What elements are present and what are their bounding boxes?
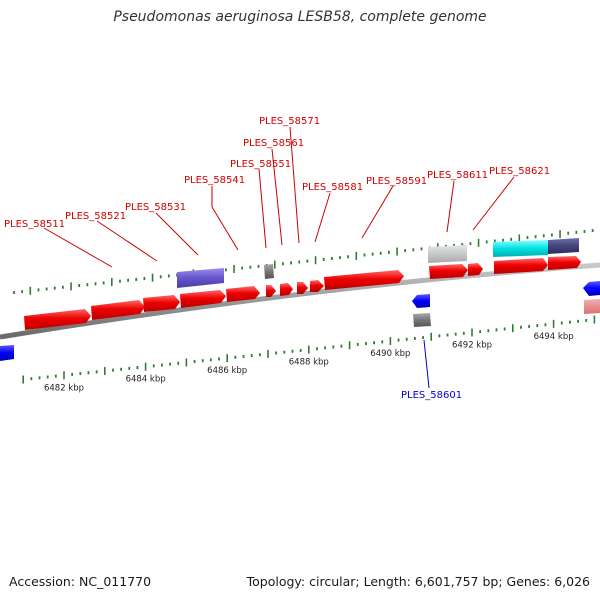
gray-feature-reverse xyxy=(413,313,431,327)
leader-line-ples-58541b xyxy=(211,206,239,251)
reverse-cds-arrow xyxy=(0,345,14,361)
scale-label: 6494 kbp xyxy=(534,332,574,342)
scale-label: 6492 kbp xyxy=(452,340,492,350)
reverse-cds-arrow xyxy=(412,294,430,308)
leader-line-ples-58611 xyxy=(446,180,455,233)
forward-cds-arrow xyxy=(324,270,404,290)
scale-label: 6490 kbp xyxy=(370,349,410,359)
gene-label-ples-58571: PLES_58571 xyxy=(259,116,320,127)
leader-line-ples-58561 xyxy=(271,148,283,246)
leader-line-ples-58511 xyxy=(43,227,113,268)
cyan-feature xyxy=(493,240,548,257)
forward-cds-arrow xyxy=(280,283,293,296)
leader-line-ples-58601 xyxy=(423,339,430,389)
gene-label-ples-58591: PLES_58591 xyxy=(366,176,427,187)
forward-cds-arrow xyxy=(548,256,581,270)
forward-cds-arrow xyxy=(297,282,308,294)
forward-cds-arrow xyxy=(226,286,260,302)
leader-line-ples-58591 xyxy=(361,185,394,239)
gene-label-ples-58581: PLES_58581 xyxy=(302,182,363,193)
scale-labels: 6482 kbp 6484 kbp 6486 kbp 6488 kbp 6490 kbp… xyxy=(44,332,574,393)
dark-slate-feature xyxy=(548,238,579,254)
scale-label: 6486 kbp xyxy=(207,366,247,376)
outer-feature-track xyxy=(177,238,579,288)
forward-cds-arrow xyxy=(91,300,145,320)
slate-feature xyxy=(177,268,224,288)
gene-label-ples-58621: PLES_58621 xyxy=(489,166,550,177)
light-gray-feature xyxy=(428,245,467,263)
forward-cds-arrow xyxy=(24,309,91,330)
reverse-cds-arrow xyxy=(583,281,600,296)
reverse-cds-arrow-light xyxy=(584,299,600,314)
gray-feature-small xyxy=(264,264,274,279)
genome-summary-text: Topology: circular; Length: 6,601,757 bp… xyxy=(246,574,590,589)
scale-label: 6488 kbp xyxy=(289,358,329,368)
gene-labels: PLES_58511 PLES_58521 PLES_58531 PLES_58… xyxy=(4,116,550,401)
gene-label-ples-58611: PLES_58611 xyxy=(427,170,488,181)
inner-tick-row xyxy=(22,315,596,384)
forward-cds-track xyxy=(24,256,581,330)
forward-cds-arrow xyxy=(143,295,180,312)
gene-label-ples-58561: PLES_58561 xyxy=(243,138,304,149)
leader-line-ples-58621 xyxy=(472,176,515,231)
forward-cds-arrow xyxy=(494,258,548,274)
forward-cds-arrow xyxy=(468,263,483,276)
leader-line-ples-58521 xyxy=(96,220,158,262)
scale-label: 6482 kbp xyxy=(44,383,84,393)
forward-cds-arrow xyxy=(429,264,468,279)
forward-leader-lines xyxy=(43,126,515,268)
gene-label-ples-58521: PLES_58521 xyxy=(65,211,126,222)
map-title: Pseudomonas aeruginosa LESB58, complete … xyxy=(113,9,487,25)
gene-label-ples-58601: PLES_58601 xyxy=(401,390,462,401)
accession-text: Accession: NC_011770 xyxy=(9,574,152,589)
forward-cds-arrow xyxy=(266,285,276,297)
leader-line-ples-58581 xyxy=(314,192,331,243)
gene-label-ples-58511: PLES_58511 xyxy=(4,219,65,230)
leader-line-ples-58551 xyxy=(258,168,267,249)
gene-label-ples-58531: PLES_58531 xyxy=(125,202,186,213)
forward-cds-arrow xyxy=(180,290,226,308)
gene-label-ples-58551: PLES_58551 xyxy=(230,159,291,170)
leader-line-ples-58531 xyxy=(155,212,199,256)
genome-backbone xyxy=(0,262,600,340)
reverse-cds-track xyxy=(0,281,600,361)
gene-label-ples-58541: PLES_58541 xyxy=(184,175,245,186)
leader-line-ples-58571 xyxy=(289,126,300,244)
forward-cds-arrow xyxy=(310,280,324,292)
scale-label: 6484 kbp xyxy=(126,375,166,385)
